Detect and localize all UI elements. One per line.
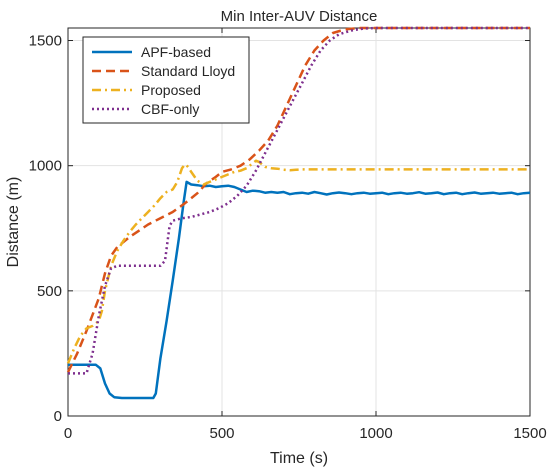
x-tick-label: 1000: [359, 425, 392, 442]
x-axis-label: Time (s): [270, 450, 328, 467]
series-line-standard-lloyd: [66, 26, 530, 373]
x-tick-label: 1500: [513, 425, 546, 442]
series-line-cbf-only: [68, 26, 530, 375]
y-tick-label: 0: [54, 408, 62, 425]
legend: APF-based Standard Lloyd Proposed CBF-only: [82, 36, 250, 124]
x-tick-label: 0: [64, 425, 72, 442]
series-line-apf-based: [68, 180, 531, 400]
legend-label: APF-based: [141, 44, 211, 60]
chart-title: Min Inter-AUV Distance: [221, 8, 378, 25]
axes: [67, 27, 531, 417]
legend-label: CBF-only: [141, 101, 199, 117]
x-tick-label: 500: [209, 425, 234, 442]
y-tick-label: 500: [37, 283, 62, 300]
y-tick-label: 1500: [29, 33, 62, 50]
tick-labels: 0 500 1000 1500 0 500 1000 1500: [29, 33, 547, 442]
legend-entries: APF-based Standard Lloyd Proposed CBF-only: [92, 44, 235, 117]
y-axis-label: Distance (m): [5, 177, 22, 268]
plot-frame: [67, 27, 531, 417]
legend-label: Standard Lloyd: [141, 63, 235, 79]
y-tick-label: 1000: [29, 158, 62, 175]
legend-label: Proposed: [141, 82, 201, 98]
series-line-proposed: [66, 159, 530, 364]
series-lines: [66, 26, 531, 400]
